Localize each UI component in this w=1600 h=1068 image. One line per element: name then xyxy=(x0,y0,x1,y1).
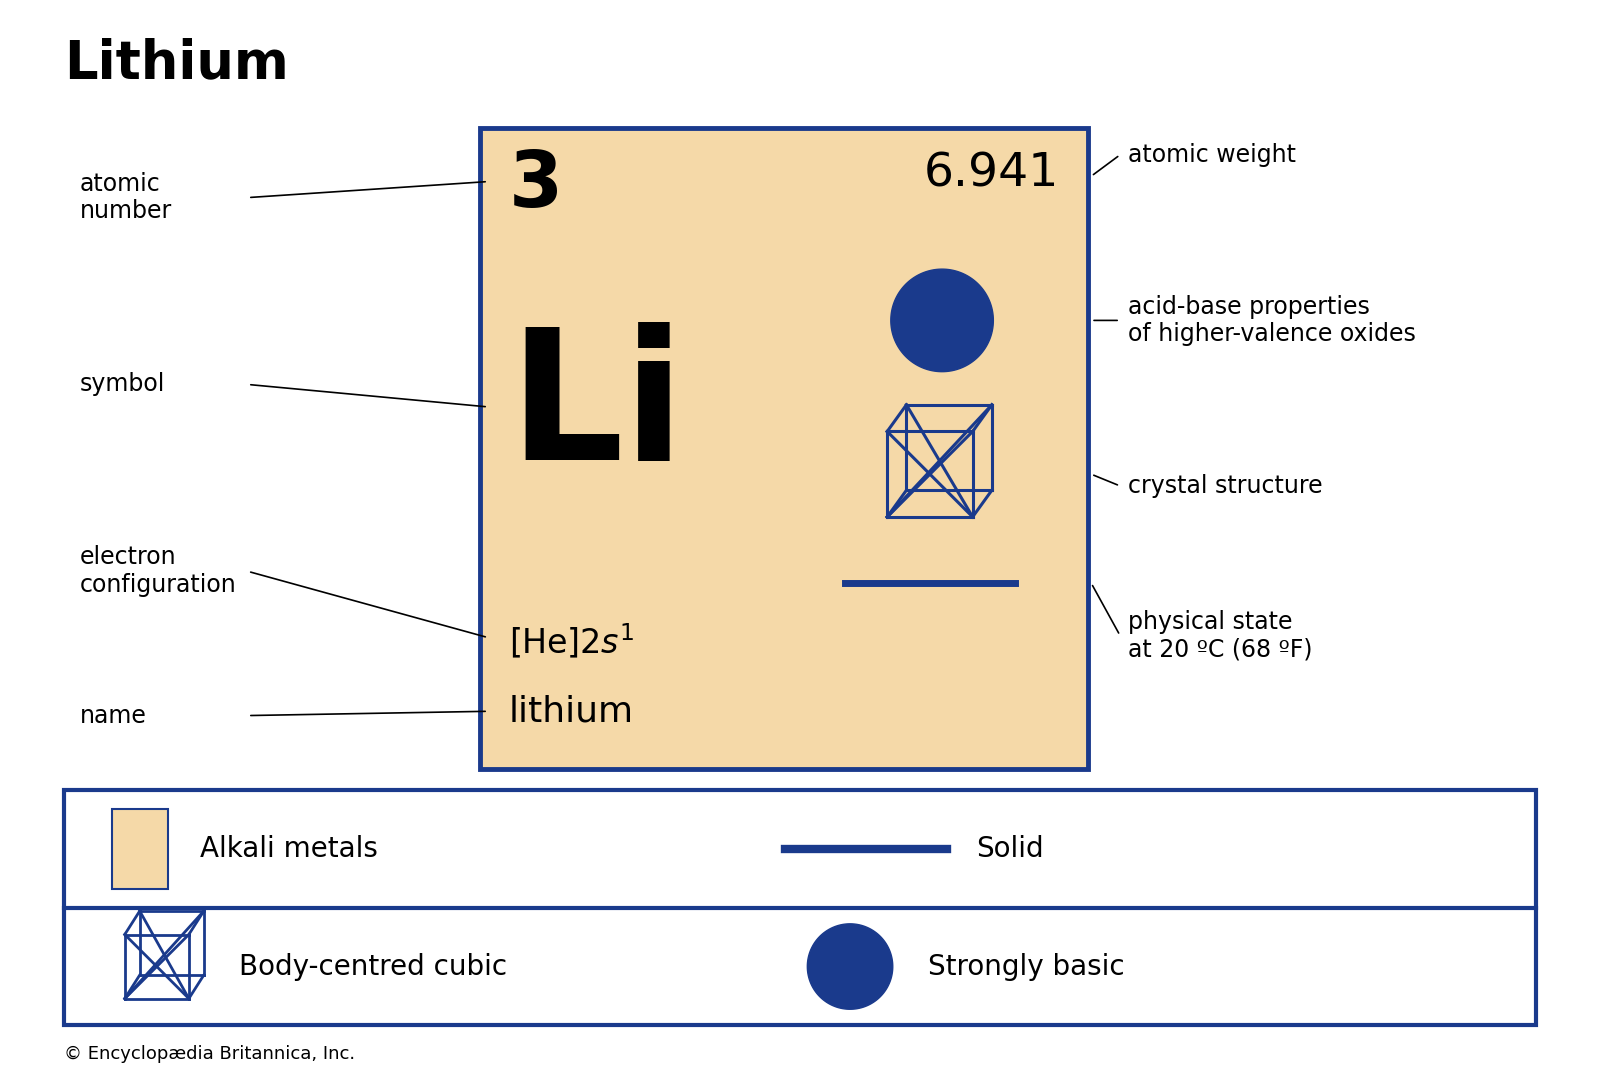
Text: Solid: Solid xyxy=(976,835,1043,863)
FancyBboxPatch shape xyxy=(480,128,1088,769)
Text: Li: Li xyxy=(509,323,685,498)
Text: Alkali metals: Alkali metals xyxy=(200,835,378,863)
Text: Body-centred cubic: Body-centred cubic xyxy=(238,953,507,980)
Polygon shape xyxy=(891,269,994,372)
Text: lithium: lithium xyxy=(509,694,634,728)
Text: acid-base properties
of higher-valence oxides: acid-base properties of higher-valence o… xyxy=(1128,295,1416,346)
Text: electron
configuration: electron configuration xyxy=(80,546,237,597)
Text: Lithium: Lithium xyxy=(64,37,288,90)
Text: physical state
at 20 ºC (68 ºF): physical state at 20 ºC (68 ºF) xyxy=(1128,610,1312,661)
Text: symbol: symbol xyxy=(80,373,165,396)
Text: Strongly basic: Strongly basic xyxy=(928,953,1125,980)
Text: crystal structure: crystal structure xyxy=(1128,474,1323,498)
Text: atomic
number: atomic number xyxy=(80,172,173,223)
Text: © Encyclopædia Britannica, Inc.: © Encyclopædia Britannica, Inc. xyxy=(64,1045,355,1063)
FancyBboxPatch shape xyxy=(64,790,1536,1025)
Text: [He]2$s^1$: [He]2$s^1$ xyxy=(509,622,634,660)
Text: 6.941: 6.941 xyxy=(923,152,1059,197)
FancyBboxPatch shape xyxy=(112,810,168,889)
Text: name: name xyxy=(80,704,147,727)
Polygon shape xyxy=(808,924,893,1009)
Text: atomic weight: atomic weight xyxy=(1128,143,1296,167)
Text: 3: 3 xyxy=(509,147,563,223)
